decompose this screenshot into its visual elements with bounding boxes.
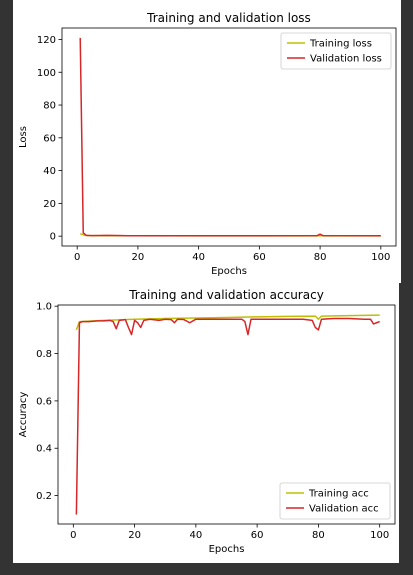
chart-legend: Training loss Validation loss [280,32,392,70]
x-tick-label: 20 [128,530,141,541]
y-axis-label: Accuracy [18,392,29,438]
y-tick-label: 60 [43,133,56,144]
chart-title: Training and validation loss [146,11,311,25]
y-tick-label: 100 [37,68,56,79]
accuracy-chart: Training and validation accuracy 0 20 40 60 8… [18,288,396,555]
y-tick-label: 1.0 [36,302,52,313]
y-tick-label: 0.4 [36,444,52,455]
x-tick-label: 80 [312,530,325,541]
x-tick-label: 100 [370,530,389,541]
series-line-0 [75,314,380,331]
series-line-1 [75,317,380,515]
legend-entry: Training acc [308,489,369,500]
y-tick-label: 0.2 [36,491,52,502]
x-tick-label: 60 [253,252,266,263]
chart-legend: Training acc Validation acc [279,482,391,520]
x-tick-label: 40 [192,252,205,263]
y-tick-label: 40 [43,166,56,177]
y-tick-label: 0.6 [36,396,52,407]
plot-frame [57,304,396,525]
y-tick-label: 0 [50,232,56,243]
y-tick-label: 0.8 [36,349,52,360]
legend-entry: Validation loss [310,54,382,65]
legend-box [280,32,392,70]
x-tick-label: 20 [132,252,145,263]
y-axis-label: Loss [18,126,29,148]
legend-entry: Training loss [309,39,372,50]
x-axis-label: Epochs [209,544,245,555]
y-tick-label: 20 [43,199,56,210]
x-tick-label: 0 [74,252,80,263]
x-tick-label: 40 [189,530,202,541]
y-tick-label: 80 [43,101,56,112]
accuracy-chart-panel: Training and validation accuracy 0 20 40 60 8… [13,283,399,563]
loss-chart-panel: Training and validation loss 0 20 40 60 80 100… [13,0,401,283]
series-line-1 [79,37,381,237]
x-axis-label: Epochs [211,266,247,277]
legend-entry: Validation acc [309,504,379,515]
x-tick-label: 80 [314,252,327,263]
y-tick-label: 120 [37,35,56,46]
loss-chart: Training and validation loss 0 20 40 60 80 100… [18,11,397,277]
x-tick-label: 0 [70,530,76,541]
x-tick-label: 100 [371,252,390,263]
chart-title: Training and validation accuracy [128,288,324,302]
x-tick-label: 60 [251,530,264,541]
plot-frame [61,27,397,247]
legend-box [279,482,391,520]
